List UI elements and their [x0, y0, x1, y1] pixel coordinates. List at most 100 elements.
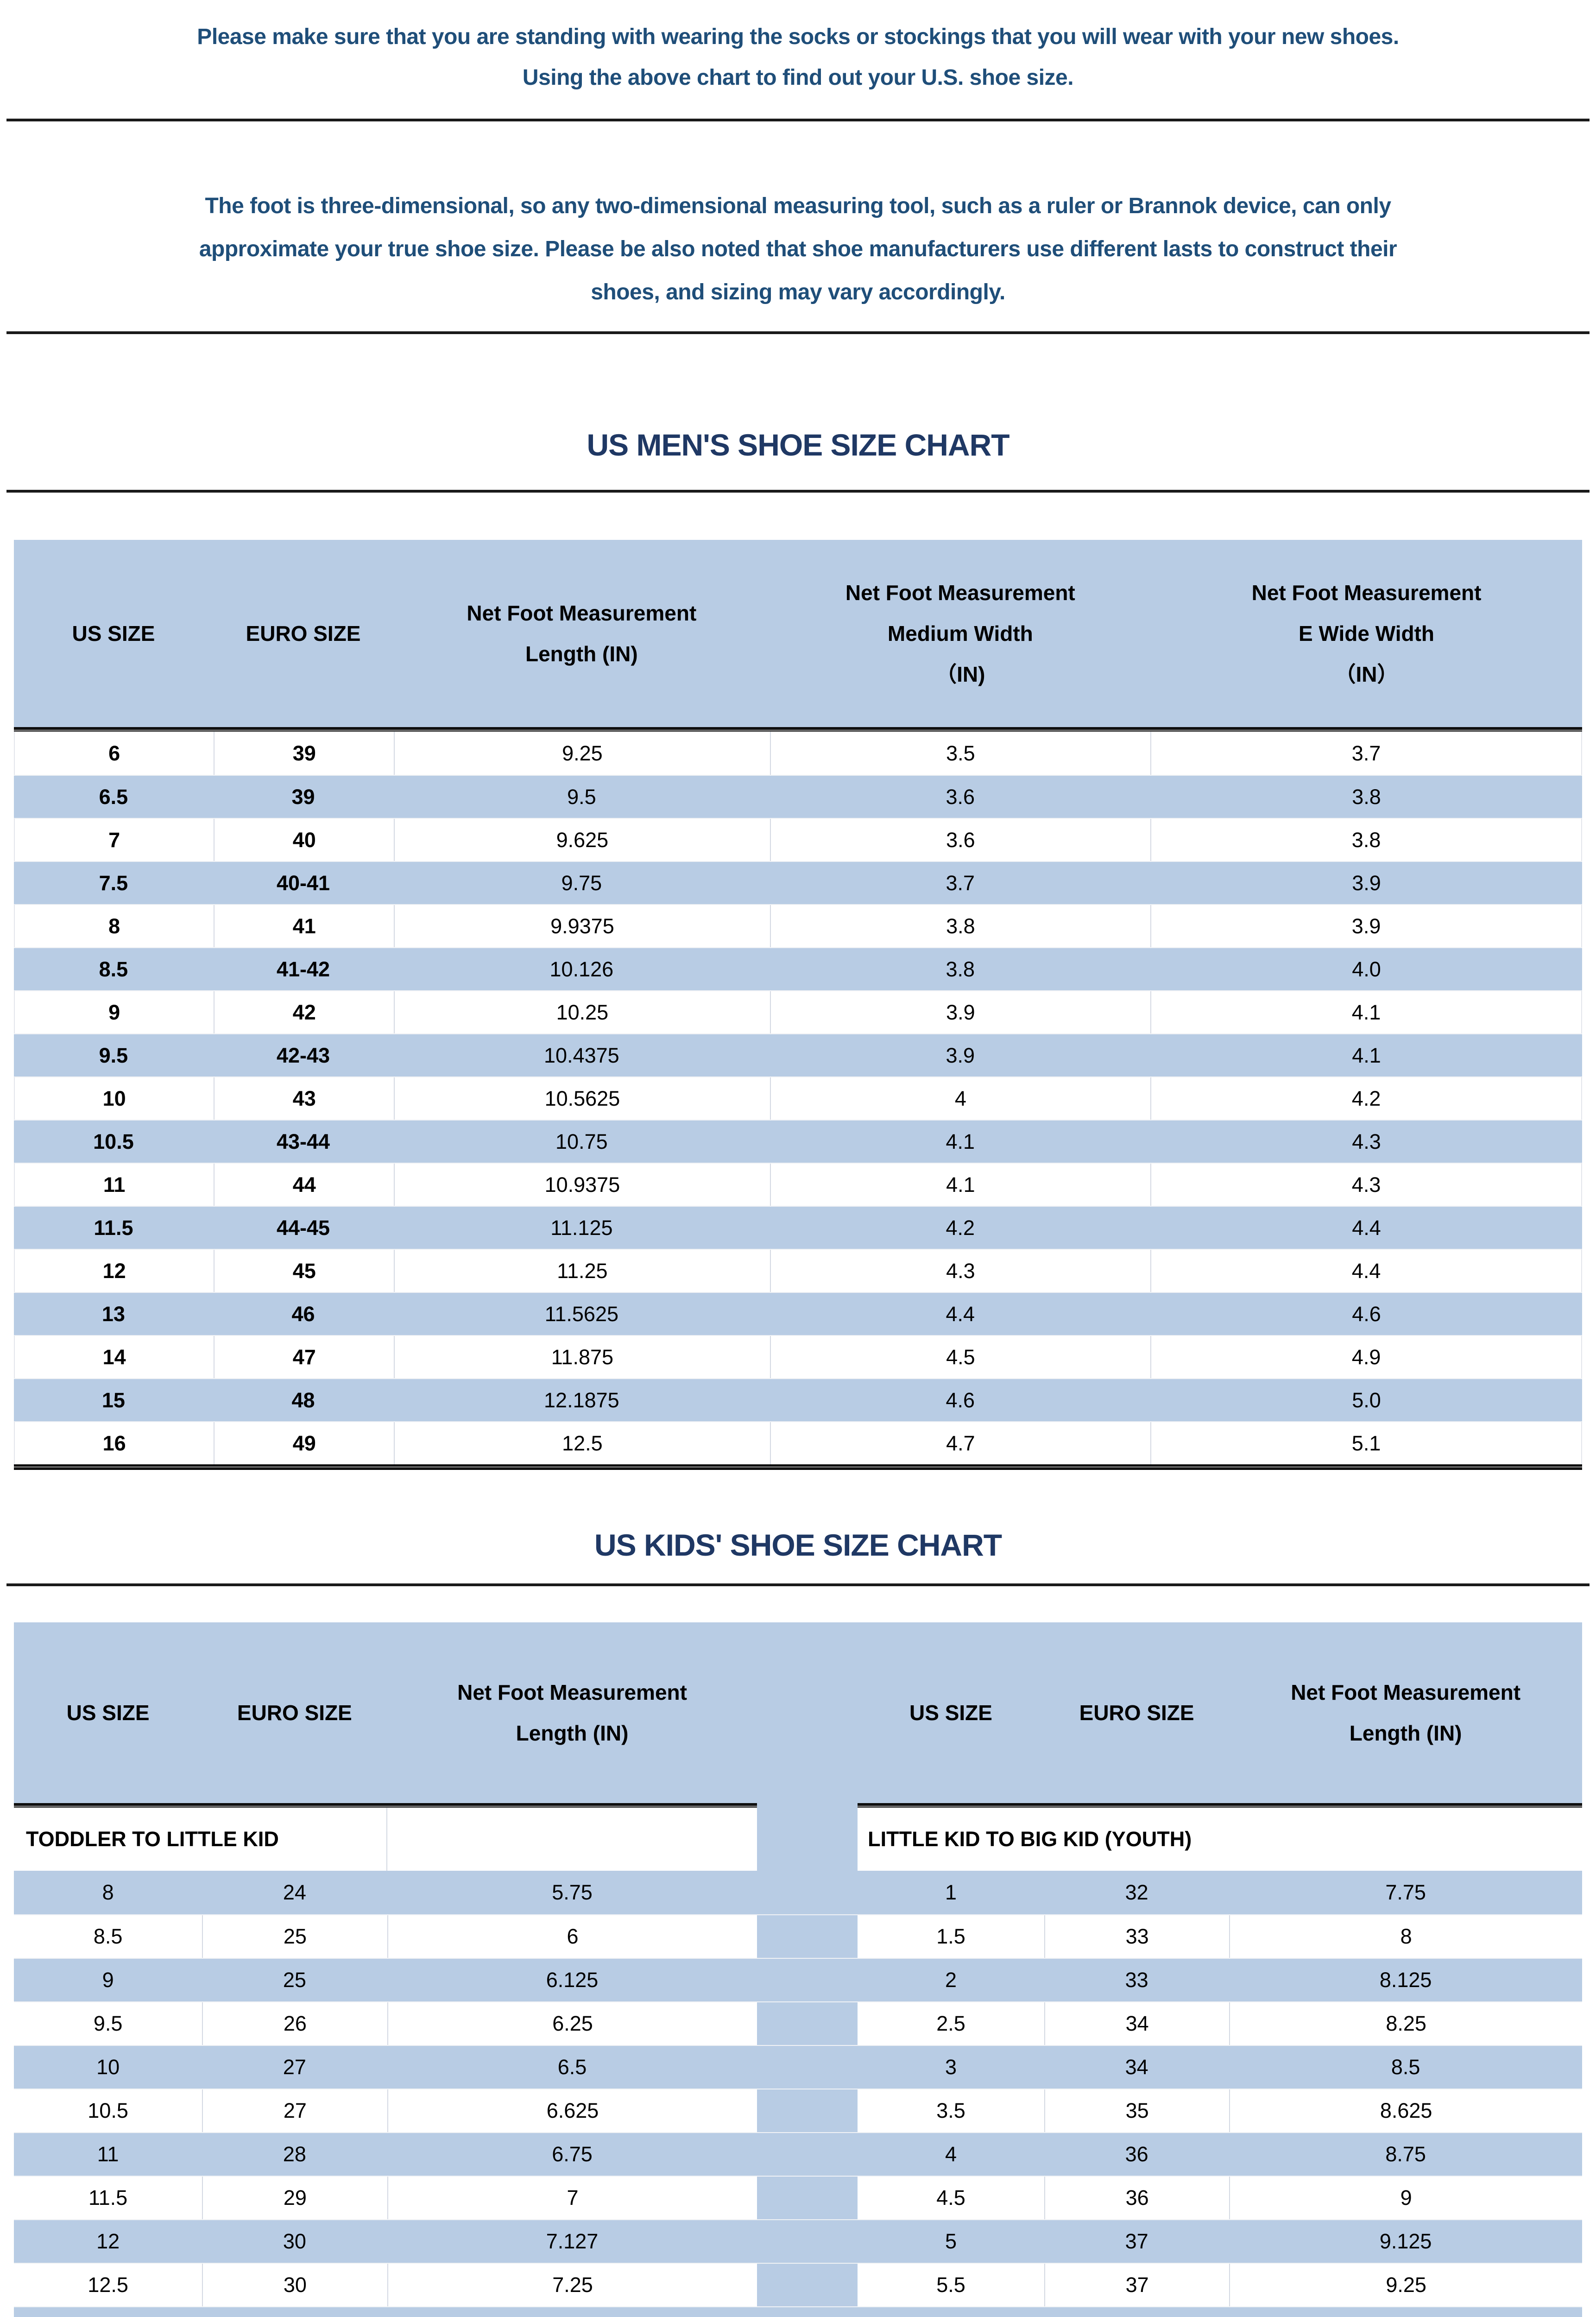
euro-size-cell: 34 [1125, 2055, 1148, 2079]
length-cell: 8 [1229, 1915, 1582, 1958]
us-size-cell: 7.5 [99, 871, 128, 895]
table-row: 12 30 7.127 5 37 9.125 [14, 2219, 1582, 2263]
table-row: 8 24 5.75 1 32 7.75 [14, 1871, 1582, 1914]
wide-width-cell: 3.9 [1150, 905, 1581, 947]
euro-size-cell: 42 [214, 991, 394, 1033]
table-gutter [757, 2177, 858, 2219]
header-length-left: Net Foot Measurement Length (IN) [457, 1680, 687, 1745]
table-row: 12 45 11.25 4.3 4.4 [14, 1249, 1582, 1292]
header-length-right: Net Foot Measurement Length (IN) [1291, 1680, 1521, 1745]
intro-line: shoes, and sizing may vary accordingly. [591, 280, 1005, 304]
table-gutter [757, 1622, 858, 1803]
us-size-cell: 9.5 [99, 1043, 128, 1067]
table-row: 10 43 10.5625 4 4.2 [14, 1076, 1582, 1120]
header-us-size-left: US SIZE [66, 1701, 150, 1725]
table-gutter [757, 1808, 858, 1871]
header-euro-size-right: EURO SIZE [1079, 1701, 1194, 1725]
euro-size-cell: 38 [1044, 2307, 1229, 2317]
euro-size-cell: 26 [202, 2002, 387, 2045]
table-row: 10.5 43-44 10.75 4.1 4.3 [14, 1120, 1582, 1163]
medium-width-cell: 4.3 [770, 1250, 1151, 1292]
medium-width-cell: 3.8 [946, 957, 975, 981]
empty-cell [387, 1808, 757, 1871]
length-cell: 7.5 [387, 2307, 757, 2317]
table-row: 11 44 10.9375 4.1 4.3 [14, 1163, 1582, 1206]
length-cell: 7.75 [1385, 1880, 1426, 1904]
length-cell: 6.25 [387, 2002, 757, 2045]
table-row: 14 47 11.875 4.5 4.9 [14, 1335, 1582, 1378]
us-size-cell: 13 [101, 1302, 125, 1326]
us-size-cell: 8 [108, 914, 120, 938]
wide-width-cell: 4.1 [1352, 1043, 1381, 1067]
wide-width-cell: 4.1 [1150, 991, 1581, 1033]
table-bottom-border [14, 1464, 1582, 1470]
euro-size-cell: 27 [283, 2055, 306, 2079]
table-row: 15 48 12.1875 4.6 5.0 [14, 1378, 1582, 1421]
wide-width-cell: 4.4 [1150, 1250, 1581, 1292]
table-row: 12.5 30 7.25 5.5 37 9.25 [14, 2263, 1582, 2306]
table-gutter [757, 1959, 858, 2001]
mens-table-body: 6 39 9.25 3.5 3.7 6.5 39 9.5 3.6 3.8 7 40 9.625 3.6 3.… [14, 732, 1582, 1464]
header-us-size: US SIZE [72, 621, 155, 646]
us-size-cell: 2 [945, 1968, 957, 1992]
medium-width-cell: 3.5 [770, 732, 1151, 775]
us-size-cell: 13 [14, 2307, 202, 2317]
us-size-cell: 3 [945, 2055, 957, 2079]
euro-size-cell: 30 [283, 2229, 306, 2253]
table-gutter [757, 2002, 858, 2045]
euro-size-cell: 41-42 [276, 957, 330, 981]
us-size-cell: 6.5 [99, 785, 128, 809]
header-euro-size-left: EURO SIZE [237, 1701, 352, 1725]
table-gutter [757, 2307, 858, 2317]
wide-width-cell: 4.6 [1352, 1302, 1381, 1326]
euro-size-cell: 25 [283, 1968, 306, 1992]
table-row: 6 39 9.25 3.5 3.7 [14, 732, 1582, 775]
length-cell: 7.25 [387, 2264, 757, 2306]
length-cell: 8.125 [1379, 1968, 1432, 1992]
table-gutter [757, 2220, 858, 2263]
separator-left [14, 1803, 757, 1808]
wide-width-cell: 4.3 [1150, 1164, 1581, 1206]
length-cell: 9 [1229, 2177, 1582, 2219]
euro-size-cell: 41 [214, 905, 394, 947]
group-label-row: TODDLER TO LITTLE KID LITTLE KID TO BIG … [14, 1808, 1582, 1871]
table-row: 11.5 44-45 11.125 4.2 4.4 [14, 1206, 1582, 1249]
length-cell: 9.9375 [394, 905, 770, 947]
us-size-cell: 8.5 [93, 1925, 123, 1948]
euro-size-cell: 48 [291, 1388, 315, 1412]
length-cell: 12.1875 [544, 1388, 619, 1412]
length-cell: 6 [387, 1915, 757, 1958]
euro-size-cell: 32 [1125, 1880, 1148, 1904]
table-row: 7.5 40-41 9.75 3.7 3.9 [14, 861, 1582, 904]
euro-size-cell: 40 [214, 819, 394, 861]
euro-size-cell: 35 [1044, 2089, 1229, 2132]
table-row: 11.5 29 7 4.5 36 9 [14, 2176, 1582, 2219]
us-size-cell: 10 [96, 2055, 120, 2079]
length-cell: 9.125 [1379, 2229, 1432, 2253]
separator-gutter [757, 1803, 858, 1808]
length-cell: 6.75 [552, 2142, 593, 2166]
euro-size-cell: 24 [283, 1880, 306, 1904]
us-size-cell: 8 [102, 1880, 114, 1904]
wide-width-cell: 3.7 [1150, 732, 1581, 775]
us-size-cell: 8.5 [99, 957, 128, 981]
table-gutter [757, 2089, 858, 2132]
header-separator [14, 1803, 1582, 1808]
length-cell: 5.75 [552, 1880, 593, 1904]
table-row: 8.5 41-42 10.126 3.8 4.0 [14, 947, 1582, 990]
euro-size-cell: 25 [202, 1915, 387, 1958]
euro-size-cell: 37 [1044, 2264, 1229, 2306]
wide-width-cell: 3.8 [1150, 819, 1581, 861]
group-label-toddler: TODDLER TO LITTLE KID [14, 1808, 387, 1871]
euro-size-cell: 34 [1044, 2002, 1229, 2045]
wide-width-cell: 4.9 [1150, 1336, 1581, 1378]
us-size-cell: 15 [101, 1388, 125, 1412]
medium-width-cell: 3.9 [770, 991, 1151, 1033]
medium-width-cell: 3.6 [946, 785, 975, 809]
header-us-size-right: US SIZE [909, 1701, 992, 1725]
table-row: 16 49 12.5 4.7 5.1 [14, 1421, 1582, 1464]
table-gutter [757, 1915, 858, 1958]
divider-line [6, 1583, 1590, 1586]
intro-line: Please make sure that you are standing w… [197, 25, 1399, 49]
euro-size-cell: 27 [202, 2089, 387, 2132]
